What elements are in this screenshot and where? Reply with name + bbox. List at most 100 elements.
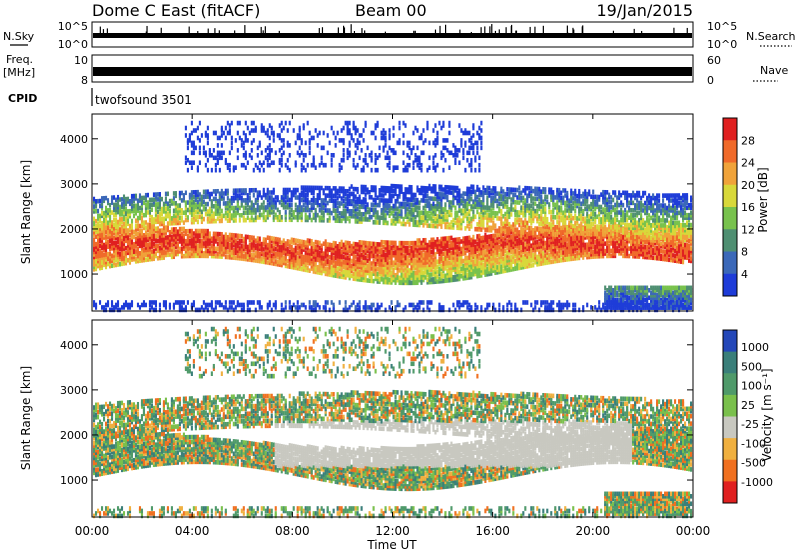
heatmap-cell [390, 193, 393, 199]
heatmap-cell [124, 245, 128, 251]
heatmap-cell [250, 140, 253, 146]
heatmap-cell [204, 133, 207, 138]
heatmap-cell [440, 192, 443, 197]
heatmap-cell [196, 167, 199, 173]
heatmap-cell [148, 256, 152, 262]
heatmap-cell [322, 162, 325, 168]
heatmap-cell [288, 197, 291, 203]
heatmap-cell [222, 201, 225, 206]
heatmap-cell [214, 189, 217, 194]
heatmap-cell [366, 305, 369, 310]
heatmap-cell [178, 226, 181, 232]
heatmap-cell [374, 254, 377, 259]
heatmap-cell [330, 257, 333, 263]
heatmap-cell [198, 207, 201, 212]
heatmap-cell [198, 253, 201, 259]
nsky-panel [91, 21, 694, 48]
heatmap-cell [110, 241, 114, 246]
heatmap-cell [112, 230, 116, 236]
heatmap-cell [146, 247, 150, 252]
heatmap-cell [310, 135, 313, 141]
heatmap-cell [386, 198, 389, 204]
heatmap-cell [122, 194, 126, 200]
heatmap-cell [256, 243, 259, 249]
heatmap-cell [150, 234, 154, 239]
heatmap-cell [112, 240, 116, 246]
heatmap-cell [160, 245, 163, 251]
heatmap-cell [230, 245, 233, 250]
heatmap-cell [460, 239, 463, 244]
heatmap-cell [274, 259, 277, 264]
heatmap-cell [256, 238, 259, 244]
heatmap-cell [340, 128, 343, 133]
nsearch-label: N.Search [746, 30, 796, 43]
heatmap-cell [308, 215, 311, 220]
heatmap-cell [278, 148, 281, 153]
heatmap-cell [230, 120, 233, 126]
heatmap-cell [156, 226, 159, 231]
heatmap-cell [280, 138, 283, 143]
heatmap-cell [214, 218, 217, 224]
heatmap-cell [452, 275, 455, 280]
heatmap-cell [262, 242, 265, 247]
heatmap-cell [116, 235, 120, 240]
heatmap-cell [278, 259, 281, 265]
heatmap-cell [312, 202, 315, 208]
heatmap-cell [360, 148, 363, 153]
heatmap-cell [134, 206, 138, 211]
heatmap-cell [406, 255, 409, 261]
heatmap-cell [288, 187, 291, 193]
heatmap-cell [108, 210, 112, 215]
heatmap-cell [200, 216, 203, 222]
heatmap-cell [270, 148, 273, 153]
heatmap-cell [426, 265, 429, 270]
heatmap-cell [204, 130, 207, 136]
heatmap-cell [94, 204, 98, 209]
heatmap-cell [192, 251, 195, 256]
heatmap-cell [220, 133, 223, 138]
heatmap-cell [194, 231, 197, 236]
heatmap-cell [408, 258, 411, 263]
heatmap-cell [274, 195, 277, 200]
heatmap-cell [268, 245, 271, 251]
heatmap-cell [208, 152, 211, 158]
heatmap-cell [176, 251, 179, 257]
heatmap-cell [302, 123, 305, 128]
heatmap-cell [442, 152, 445, 158]
heatmap-cell [278, 254, 281, 260]
heatmap-cell [354, 204, 357, 209]
heatmap-cell [292, 187, 295, 193]
heatmap-cell [454, 185, 457, 191]
heatmap-cell [332, 200, 335, 206]
heatmap-cell [372, 219, 375, 225]
heatmap-cell [466, 255, 469, 261]
heatmap-cell [136, 241, 140, 246]
heatmap-cell [218, 213, 221, 219]
heatmap-cell [340, 218, 343, 224]
heatmap-cell [348, 305, 351, 310]
heatmap-cell [206, 302, 209, 308]
heatmap-cell [294, 248, 297, 253]
heatmap-cell [422, 223, 425, 228]
heatmap-cell [158, 219, 161, 224]
heatmap-cell [442, 251, 445, 256]
heatmap-cell [208, 191, 211, 197]
heatmap-cell [278, 262, 281, 267]
heatmap-cell [102, 307, 106, 313]
heatmap-cell [140, 220, 144, 226]
heatmap-cell [280, 240, 283, 246]
heatmap-cell [212, 155, 215, 161]
heatmap-cell [312, 215, 315, 220]
heatmap-cell [298, 192, 301, 198]
heatmap-cell [160, 216, 163, 222]
heatmap-cell [330, 152, 333, 158]
heatmap-cell [180, 231, 183, 237]
heatmap-cell [306, 217, 309, 223]
heatmap-cell [220, 125, 223, 131]
heatmap-cell [392, 250, 395, 256]
heatmap-cell [310, 258, 313, 264]
heatmap-cell [242, 254, 245, 259]
heatmap-cell [176, 205, 179, 211]
heatmap-cell [310, 307, 313, 313]
heatmap-cell [306, 190, 309, 195]
